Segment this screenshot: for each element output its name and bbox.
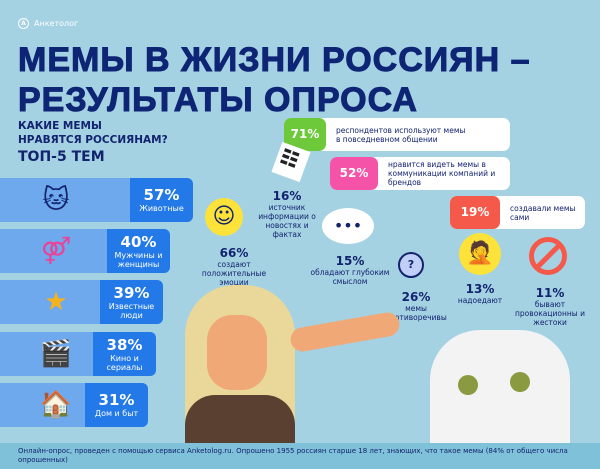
topic-label: Известные люди [108,301,155,320]
stat-text: респондентов используют мемы в повседнев… [336,125,466,144]
note-value: 66% [219,246,249,260]
topic-bar: 🏠 31% Дом и быт [0,383,148,427]
topic-value: 57% [143,186,180,204]
woman-illustration [185,285,295,445]
topic-bar: ⚤ 40% Мужчины и женщины [0,229,170,273]
note-value: 16% [272,189,302,203]
stat-box: 19% создавали мемы сами [450,196,585,229]
note-text: обладают глубоким смыслом [310,268,390,286]
topic-value: 39% [113,283,150,302]
note-value: 26% [401,290,431,304]
topic-label: Дом и быт [94,409,139,418]
stat-text: создавали мемы сами [510,203,576,222]
title-line-2: РЕЗУЛЬТАТЫ ОПРОСА [18,81,418,120]
note-text: бывают провокационны и жестоки [515,300,585,327]
topic-bar: ★ 39% Известные люди [0,280,163,324]
note-meaning: 15% обладают глубоким смыслом [300,254,400,286]
logo-icon: А [18,18,29,29]
note-provocative: 11% бывают провокационны и жестоки [515,286,585,327]
facepalm-icon: 🤦 [459,233,501,275]
magnifier-icon: ? [398,252,424,278]
note-value: 13% [465,282,495,296]
topic-bar: 🐱 57% Животные [0,178,193,222]
footer-note: Онлайн-опрос, проведен с помощью сервиса… [0,443,600,469]
stat-text: нравится видеть мемы в коммуникации комп… [388,160,496,187]
brand-logo: А Анкетолог [18,18,78,29]
subtitle-line-3: ТОП-5 ТЕМ [18,149,105,165]
cat-illustration [430,330,570,443]
subtitle: КАКИЕ МЕМЫ НРАВЯТСЯ РОССИЯНАМ? ТОП-5 ТЕМ [18,119,168,167]
brand-name: Анкетолог [34,19,79,28]
star-person-icon: ★ [44,287,68,317]
topic-value: 31% [98,391,135,409]
note-text: надоедают [457,296,503,305]
note-news: 16% источник информации о новостях и факт… [258,189,316,239]
stat-box: 52% нравится видеть мемы в коммуникации … [330,157,510,190]
speech-bubble-icon: ••• [322,208,374,244]
clapperboard-icon: 🎬 [39,339,73,369]
note-controversial: 26% мемы противоречивы [378,290,454,322]
topic-label: Животные [139,204,184,213]
cat-icon: 🐱 [42,185,70,215]
topic-bar: 🎬 38% Кино и сериалы [0,332,156,376]
stat-box: 71% респондентов используют мемы в повсе… [284,118,510,151]
note-text: источник информации о новостях и фактах [258,203,316,239]
gender-icon: ⚤ [40,236,72,266]
smiley-icon: ☺ [205,198,243,236]
note-text: мемы противоречивы [385,304,447,322]
topic-label: Мужчины и женщины [114,250,163,269]
topic-value: 40% [120,232,157,251]
subtitle-line-1: КАКИЕ МЕМЫ [18,120,102,132]
note-value: 11% [535,286,565,300]
note-annoying: 13% надоедают [450,282,510,305]
house-icon: 🏠 [39,390,73,420]
prohibited-icon [529,237,567,275]
title-line-1: МЕМЫ В ЖИЗНИ РОССИЯН – [18,41,531,80]
note-text: создают положительные эмоции [201,260,267,287]
stat-value: 19% [450,196,500,229]
pointing-arm [288,310,402,354]
topic-label: Кино и сериалы [106,353,143,372]
stat-value: 52% [330,157,378,190]
note-value: 15% [335,254,365,268]
topic-value: 38% [106,335,143,354]
note-positive: 66% создают положительные эмоции [198,246,270,287]
page-title: МЕМЫ В ЖИЗНИ РОССИЯН – РЕЗУЛЬТАТЫ ОПРОСА [18,40,531,120]
subtitle-line-2: НРАВЯТСЯ РОССИЯНАМ? [18,134,168,146]
